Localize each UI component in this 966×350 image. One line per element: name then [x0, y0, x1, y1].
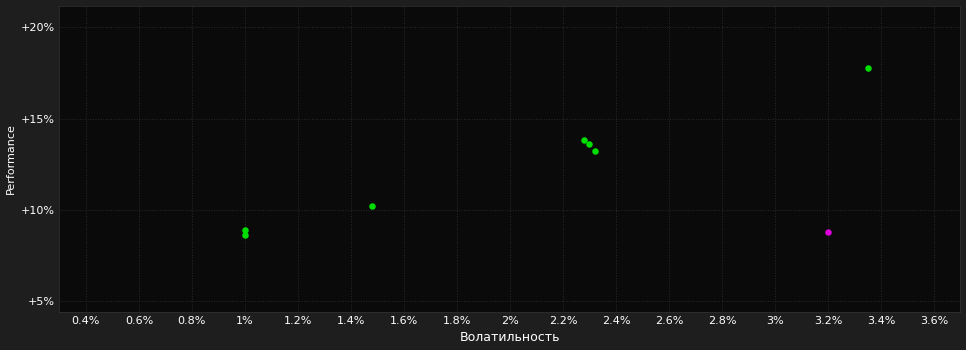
Point	[577, 138, 592, 143]
Point	[582, 141, 597, 147]
Point	[860, 65, 875, 70]
Y-axis label: Performance: Performance	[6, 123, 15, 194]
Point	[364, 203, 380, 209]
Point	[238, 232, 253, 238]
Point	[238, 227, 253, 232]
Point	[587, 148, 603, 154]
X-axis label: Волатильность: Волатильность	[460, 331, 560, 344]
Point	[820, 229, 836, 234]
